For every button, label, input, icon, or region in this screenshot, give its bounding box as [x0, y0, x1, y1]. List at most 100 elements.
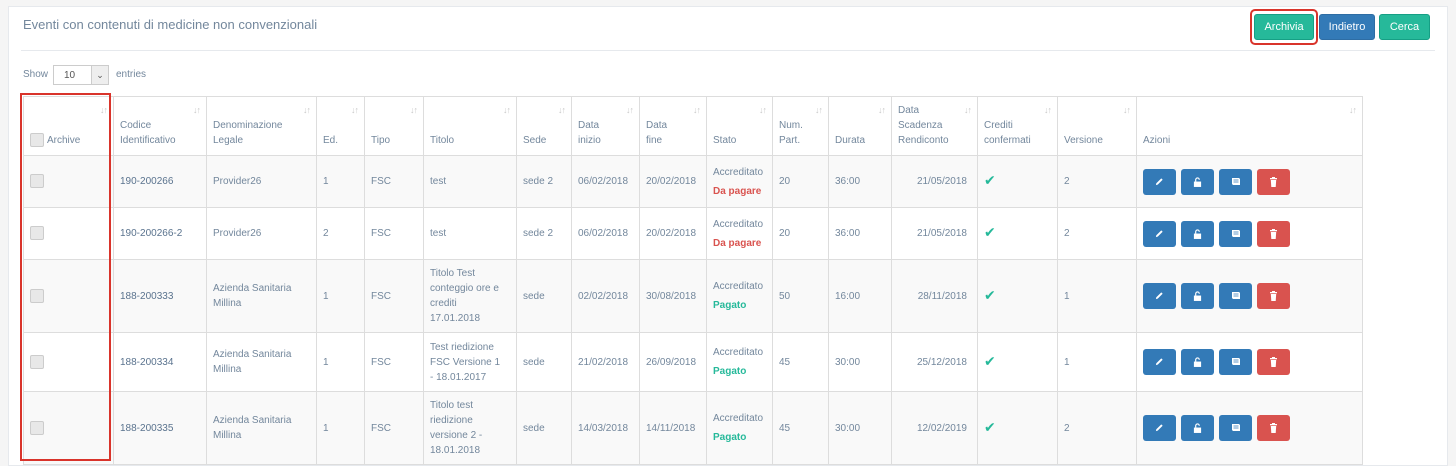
cell-denominazione: Provider26 [206, 207, 317, 260]
sort-icon: ↓↑ [693, 105, 701, 115]
col-sede[interactable]: ↓↑ Sede [516, 96, 572, 156]
table-row: 190-200266 Provider26 1 FSC test sede 2 06/02/… [23, 155, 1363, 208]
cell-sede: sede 2 [516, 155, 572, 208]
row-checkbox[interactable] [30, 288, 44, 303]
col-archive[interactable]: ↓↑ Archive [23, 96, 114, 156]
cell-tipo: FSC [364, 259, 424, 333]
cell-ed: 1 [316, 259, 365, 333]
delete-button[interactable] [1257, 220, 1290, 247]
show-label: Show [23, 69, 49, 80]
cell-ed: 2 [316, 207, 365, 260]
col-data-scadenza[interactable]: ↓↑ Data Scadenza Rendiconto [891, 96, 978, 156]
payment-status: Pagato [713, 300, 747, 311]
book-button[interactable] [1219, 168, 1252, 195]
col-azioni[interactable]: ↓↑ Azioni [1136, 96, 1363, 156]
sort-icon: ↓↑ [1044, 105, 1052, 115]
edit-button[interactable] [1143, 349, 1176, 375]
cell-sede: sede 2 [516, 207, 572, 260]
cell-stato: Accreditato Da pagare [706, 207, 773, 260]
cell-crediti: ✔ [977, 259, 1058, 333]
book-button[interactable] [1219, 283, 1252, 309]
col-crediti[interactable]: ↓↑ Crediti confermati [977, 96, 1058, 156]
indietro-button[interactable]: Indietro [1319, 14, 1375, 40]
cerca-button[interactable]: Cerca [1379, 14, 1430, 40]
header-row: ↓↑ Archive ↓↑ Codice Identificativo ↓↑ Denom… [23, 96, 1363, 156]
row-checkbox[interactable] [30, 420, 44, 435]
stato-label: Accreditato [713, 281, 764, 292]
cell-sede: sede [516, 391, 572, 465]
row-checkbox[interactable] [30, 354, 44, 369]
cell-durata: 16:00 [828, 259, 892, 333]
unlock-button[interactable] [1181, 349, 1214, 375]
cell-azioni [1136, 207, 1363, 260]
archivia-highlight [1250, 9, 1318, 45]
entries-select[interactable]: 10 ⌄ [53, 65, 109, 85]
delete-button[interactable] [1257, 415, 1290, 441]
cell-titolo: Titolo test riedizione versione 2 -18.01.2… [423, 391, 517, 465]
col-data-fine[interactable]: ↓↑ Data fine [639, 96, 707, 156]
cell-num-part: 50 [772, 259, 829, 333]
cell-data-scadenza: 12/02/2019 [891, 391, 978, 465]
col-codice[interactable]: ↓↑ Codice Identificativo [113, 96, 207, 156]
cell-data-inizio: 14/03/2018 [571, 391, 640, 465]
delete-button[interactable] [1257, 349, 1290, 375]
cell-crediti: ✔ [977, 332, 1058, 392]
cell-ed: 1 [316, 332, 365, 392]
cell-data-fine: 14/11/2018 [639, 391, 707, 465]
cell-sede: sede [516, 332, 572, 392]
unlock-button[interactable] [1181, 415, 1214, 441]
unlock-button[interactable] [1181, 283, 1214, 309]
entries-label: entries [116, 69, 147, 80]
cell-num-part: 45 [772, 391, 829, 465]
cell-durata: 36:00 [828, 207, 892, 260]
archivia-button[interactable]: Archivia [1254, 14, 1314, 40]
page-title: Eventi con contenuti di medicine non con… [23, 17, 318, 32]
col-titolo[interactable]: ↓↑ Titolo [423, 96, 517, 156]
col-durata[interactable]: ↓↑ Durata [828, 96, 892, 156]
edit-button[interactable] [1143, 220, 1176, 247]
table-row: 188-200334 Azienda Sanitaria Millina 1 FSC Te… [23, 332, 1363, 392]
cell-tipo: FSC [364, 332, 424, 392]
cell-versione: 2 [1057, 391, 1137, 465]
book-button[interactable] [1219, 220, 1252, 247]
cell-archive [23, 155, 114, 208]
unlock-button[interactable] [1181, 168, 1214, 195]
archive-column-highlight [20, 93, 111, 461]
entries-select-value: 10 [64, 70, 76, 81]
cell-stato: Accreditato Pagato [706, 259, 773, 333]
cell-durata: 36:00 [828, 155, 892, 208]
check-icon: ✔ [984, 224, 996, 240]
cell-titolo: Test riedizione FSC Versione 1- 18.01.201… [423, 332, 517, 392]
unlock-button[interactable] [1181, 220, 1214, 247]
col-denominazione[interactable]: ↓↑ Denominazione Legale [206, 96, 317, 156]
sort-icon: ↓↑ [100, 105, 108, 115]
sort-icon: ↓↑ [1349, 105, 1357, 115]
col-data-inizio[interactable]: ↓↑ Data inizio [571, 96, 640, 156]
delete-button[interactable] [1257, 168, 1290, 195]
book-button[interactable] [1219, 349, 1252, 375]
edit-button[interactable] [1143, 415, 1176, 441]
book-button[interactable] [1219, 415, 1252, 441]
col-tipo[interactable]: ↓↑ Tipo [364, 96, 424, 156]
sort-icon: ↓↑ [1123, 105, 1131, 115]
col-stato[interactable]: ↓↑ Stato [706, 96, 773, 156]
cell-archive [23, 332, 114, 392]
col-num-part[interactable]: ↓↑ Num. Part. [772, 96, 829, 156]
sort-icon: ↓↑ [410, 105, 418, 115]
edit-button[interactable] [1143, 168, 1176, 195]
check-icon: ✔ [984, 172, 996, 188]
row-checkbox[interactable] [30, 174, 44, 189]
sort-icon: ↓↑ [878, 105, 886, 115]
edit-button[interactable] [1143, 283, 1176, 309]
row-checkbox[interactable] [30, 226, 44, 241]
delete-button[interactable] [1257, 283, 1290, 309]
cell-tipo: FSC [364, 207, 424, 260]
cell-titolo: test [423, 207, 517, 260]
sort-icon: ↓↑ [503, 105, 511, 115]
cell-codice: 188-200334 [113, 332, 207, 392]
cell-tipo: FSC [364, 391, 424, 465]
select-all-checkbox[interactable] [30, 133, 44, 148]
col-ed[interactable]: ↓↑ Ed. [316, 96, 365, 156]
cell-archive [23, 391, 114, 465]
col-versione[interactable]: ↓↑ Versione [1057, 96, 1137, 156]
